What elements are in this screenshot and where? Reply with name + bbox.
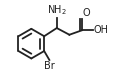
Text: OH: OH	[94, 25, 109, 35]
Text: NH$_2$: NH$_2$	[47, 3, 67, 17]
Text: O: O	[83, 8, 90, 18]
Text: Br: Br	[44, 61, 55, 71]
